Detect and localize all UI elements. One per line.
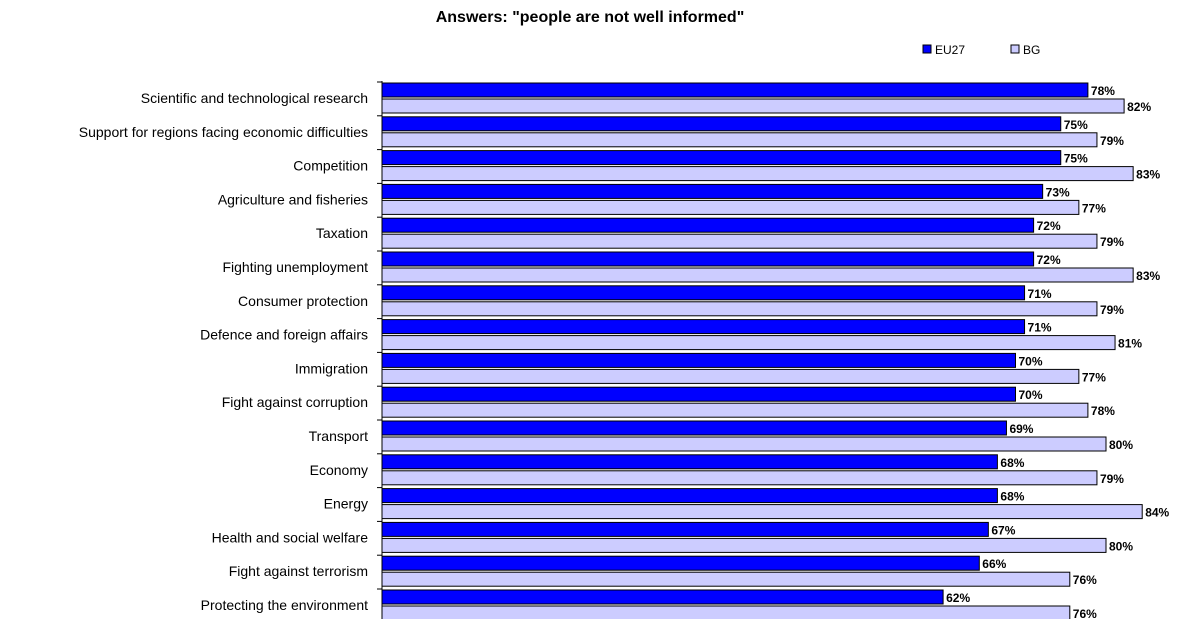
- bar-eu27: [381, 521, 989, 537]
- data-label-bg: 76%: [1073, 607, 1097, 619]
- category-label: Consumer protection: [238, 293, 368, 309]
- bar-eu27: [381, 589, 944, 605]
- bar-bg: [381, 132, 1098, 148]
- data-label-eu27: 68%: [1000, 490, 1024, 504]
- data-label-eu27: 75%: [1064, 152, 1088, 166]
- bar-bg: [381, 571, 1071, 587]
- bar-bg: [381, 402, 1089, 418]
- bar-eu27: [381, 454, 998, 470]
- bar-bg: [381, 504, 1143, 520]
- bar-eu27: [381, 150, 1062, 166]
- legend-swatch-bg: [1010, 44, 1020, 54]
- data-label-bg: 80%: [1109, 539, 1133, 553]
- data-label-eu27: 72%: [1037, 253, 1061, 267]
- data-label-bg: 83%: [1136, 168, 1160, 182]
- category-label: Fight against terrorism: [229, 563, 368, 579]
- bar-eu27: [381, 555, 980, 571]
- category-label: Immigration: [295, 360, 368, 376]
- bar-eu27: [381, 488, 998, 504]
- category-label: Taxation: [316, 225, 368, 241]
- data-label-eu27: 62%: [946, 591, 970, 605]
- data-label-eu27: 70%: [1019, 354, 1043, 368]
- data-label-bg: 77%: [1082, 201, 1106, 215]
- data-label-bg: 79%: [1100, 235, 1124, 249]
- data-label-eu27: 70%: [1019, 388, 1043, 402]
- category-label: Fighting unemployment: [222, 259, 368, 275]
- data-label-bg: 79%: [1100, 134, 1124, 148]
- bar-eu27: [381, 251, 1035, 267]
- data-label-bg: 79%: [1100, 303, 1124, 317]
- bar-bg: [381, 301, 1098, 317]
- data-label-bg: 79%: [1100, 472, 1124, 486]
- plot-area: Scientific and technological research 78%…: [79, 81, 1170, 619]
- data-label-bg: 82%: [1127, 100, 1151, 114]
- data-label-bg: 76%: [1073, 573, 1097, 587]
- bar-eu27: [381, 420, 1007, 436]
- bar-eu27: [381, 352, 1016, 368]
- bar-bg: [381, 166, 1134, 182]
- legend: EU27 BG: [922, 43, 1040, 57]
- data-label-bg: 81%: [1118, 337, 1142, 351]
- bar-eu27: [381, 386, 1016, 402]
- bar-bg: [381, 98, 1125, 114]
- bar-bg: [381, 199, 1080, 215]
- category-label: Energy: [324, 496, 368, 512]
- category-label: Support for regions facing economic diff…: [79, 124, 368, 140]
- bar-bg: [381, 335, 1116, 351]
- bar-eu27: [381, 217, 1035, 233]
- category-label: Transport: [309, 428, 369, 444]
- data-label-eu27: 73%: [1046, 185, 1070, 199]
- bar-bg: [381, 436, 1107, 452]
- data-label-eu27: 67%: [991, 523, 1015, 537]
- category-label: Competition: [293, 158, 368, 174]
- category-label: Fight against corruption: [222, 394, 368, 410]
- bar-eu27: [381, 116, 1062, 132]
- bar-eu27: [381, 285, 1026, 301]
- data-label-eu27: 78%: [1091, 84, 1115, 98]
- category-label: Economy: [310, 462, 368, 478]
- data-label-bg: 80%: [1109, 438, 1133, 452]
- legend-label-bg: BG: [1023, 43, 1040, 57]
- bar-bg: [381, 233, 1098, 249]
- data-label-eu27: 69%: [1009, 422, 1033, 436]
- bar-eu27: [381, 183, 1044, 199]
- legend-swatch-eu27: [922, 44, 932, 54]
- category-label: Scientific and technological research: [141, 90, 368, 106]
- data-label-eu27: 66%: [982, 557, 1006, 571]
- bar-bg: [381, 605, 1071, 619]
- data-label-bg: 83%: [1136, 269, 1160, 283]
- data-label-bg: 78%: [1091, 404, 1115, 418]
- data-label-bg: 77%: [1082, 370, 1106, 384]
- bar-bg: [381, 368, 1080, 384]
- bar-bg: [381, 267, 1134, 283]
- bar-bg: [381, 537, 1107, 553]
- data-label-eu27: 72%: [1037, 219, 1061, 233]
- category-label: Defence and foreign affairs: [200, 327, 368, 343]
- legend-label-eu27: EU27: [935, 43, 965, 57]
- category-label: Health and social welfare: [212, 529, 369, 545]
- data-label-eu27: 71%: [1028, 321, 1052, 335]
- data-label-bg: 84%: [1145, 506, 1169, 520]
- chart-title: Answers: "people are not well informed": [436, 9, 745, 26]
- category-label: Agriculture and fisheries: [218, 191, 368, 207]
- bar-bg: [381, 470, 1098, 486]
- data-label-eu27: 71%: [1028, 287, 1052, 301]
- bar-eu27: [381, 82, 1089, 98]
- bar-eu27: [381, 319, 1026, 335]
- category-label: Protecting the environment: [201, 597, 368, 613]
- data-label-eu27: 68%: [1000, 456, 1024, 470]
- data-label-eu27: 75%: [1064, 118, 1088, 132]
